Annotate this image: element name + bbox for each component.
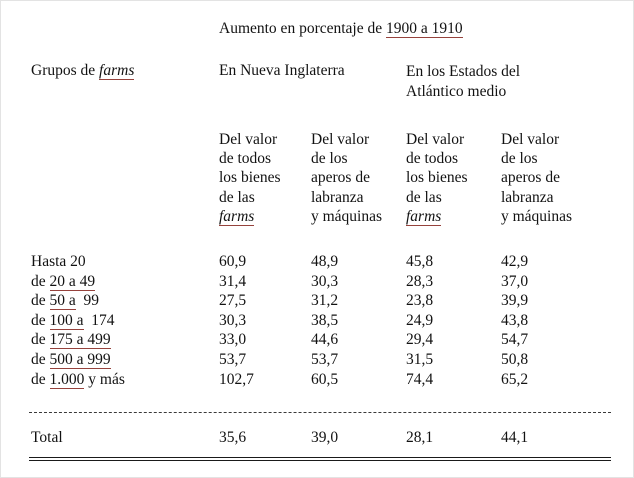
cell-value: 37,0 xyxy=(501,272,529,290)
region-header-new-england: En Nueva Inglaterra xyxy=(219,62,345,79)
column-header-value-tools-ne: Del valor de los aperos de labranza y má… xyxy=(311,131,383,225)
cell-value: 43,8 xyxy=(501,311,529,329)
column-header-value-all-ne: Del valor de todos los bienes de las far… xyxy=(219,130,309,226)
cell-value: 39,9 xyxy=(501,292,529,310)
table-title: Aumento en porcentaje de 1900 a 1910 xyxy=(219,20,463,38)
table-row: de 20 a 49 31,4 30,3 28,3 37,0 xyxy=(31,272,611,292)
cell-value: 42,9 xyxy=(501,253,529,270)
table-row: de 100 a 174 30,3 38,5 24,9 43,8 xyxy=(31,311,611,331)
column-header-value-all-ma: Del valor de todos los bienes de las far… xyxy=(406,130,500,226)
row-label: de 20 a 49 xyxy=(31,272,96,291)
cell-value: 31,2 xyxy=(311,292,339,310)
cell-value: 65,2 xyxy=(501,370,529,388)
cell-value: 45,8 xyxy=(406,253,434,270)
cell-value: 44,1 xyxy=(501,429,529,446)
dashed-separator-line xyxy=(29,412,611,413)
row-label: de 175 a 499 xyxy=(31,331,111,350)
cell-value: 53,7 xyxy=(219,350,247,368)
cell-value: 28,3 xyxy=(406,272,434,290)
cell-value: 48,9 xyxy=(311,253,339,270)
row-label: de 1.000 y más xyxy=(31,370,125,389)
cell-value: 31,4 xyxy=(219,272,247,290)
column-header-lines: Del valor de todos los bienes de las xyxy=(219,131,281,206)
cell-value: 27,5 xyxy=(219,292,247,310)
column-header-farms: farms xyxy=(406,207,442,226)
table-row: de 50 a 99 27,5 31,2 23,8 39,9 xyxy=(31,291,611,311)
cell-value: 102,7 xyxy=(219,370,254,388)
cell-value: 54,7 xyxy=(501,331,529,349)
total-label: Total xyxy=(31,429,63,446)
cell-value: 44,6 xyxy=(311,331,339,349)
table-row: de 500 a 999 53,7 53,7 31,5 50,8 xyxy=(31,350,611,370)
cell-value: 60,5 xyxy=(311,370,339,388)
cell-value: 35,6 xyxy=(219,429,247,446)
table-row: de 175 a 499 33,0 44,6 29,4 54,7 xyxy=(31,330,611,350)
cell-value: 60,9 xyxy=(219,253,247,270)
cell-value: 38,5 xyxy=(311,311,339,329)
cell-value: 33,0 xyxy=(219,331,247,349)
title-text: Aumento en porcentaje de xyxy=(219,20,386,37)
table-body: Hasta 20 60,9 48,9 45,8 42,9 de 20 a 49 … xyxy=(31,252,611,389)
column-header-farms: farms xyxy=(219,207,255,226)
cell-value: 30,3 xyxy=(219,311,247,329)
table-row: de 1.000 y más 102,7 60,5 74,4 65,2 xyxy=(31,370,611,390)
title-years: 1900 a 1910 xyxy=(386,20,463,38)
row-group-header-farms: farms xyxy=(99,62,135,80)
cell-value: 29,4 xyxy=(406,331,434,349)
cell-value: 53,7 xyxy=(311,350,339,368)
cell-value: 39,0 xyxy=(311,429,339,446)
cell-value: 74,4 xyxy=(406,370,434,388)
column-header-value-tools-ma: Del valor de los aperos de labranza y má… xyxy=(501,131,573,225)
table-row: Hasta 20 60,9 48,9 45,8 42,9 xyxy=(31,252,611,272)
cell-value: 23,8 xyxy=(406,292,434,310)
bottom-double-rule xyxy=(29,457,611,461)
column-header-lines: Del valor de todos los bienes de las xyxy=(406,131,468,206)
region-header-mid-atlantic: En los Estados del Atlántico medio xyxy=(406,63,521,100)
row-label: de 50 a 99 xyxy=(31,292,100,311)
row-group-header: Grupos de farms xyxy=(31,62,135,80)
cell-value: 24,9 xyxy=(406,311,434,329)
row-label: de 100 a 174 xyxy=(31,311,115,330)
row-group-header-text: Grupos de xyxy=(31,62,100,79)
cell-value: 31,5 xyxy=(406,350,434,368)
cell-value: 30,3 xyxy=(311,272,339,290)
row-label: Hasta 20 xyxy=(31,253,86,270)
row-label: de 500 a 999 xyxy=(31,350,111,369)
total-row: Total 35,6 39,0 28,1 44,1 xyxy=(31,428,611,448)
cell-value: 50,8 xyxy=(501,350,529,368)
cell-value: 28,1 xyxy=(406,429,434,446)
